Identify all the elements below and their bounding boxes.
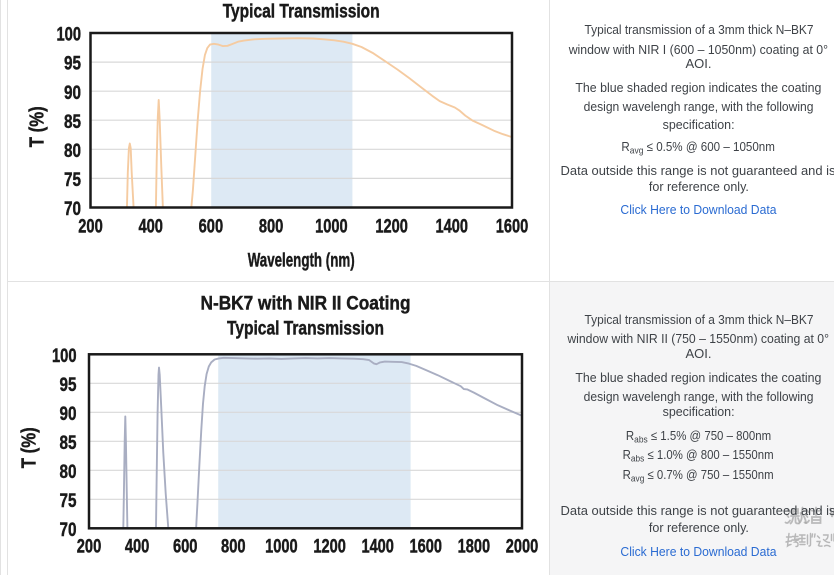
svg-text:95: 95 xyxy=(64,54,81,75)
svg-text:200: 200 xyxy=(77,535,102,557)
svg-text:70: 70 xyxy=(60,520,77,541)
svg-text:400: 400 xyxy=(125,535,150,557)
svg-text:Wavelength (nm): Wavelength (nm) xyxy=(248,250,355,272)
svg-text:90: 90 xyxy=(64,83,81,104)
svg-text:85: 85 xyxy=(64,112,81,133)
svg-text:100: 100 xyxy=(57,25,82,46)
svg-text:85: 85 xyxy=(60,433,77,454)
svg-text:Typical Transmission: Typical Transmission xyxy=(223,1,380,23)
svg-text:70: 70 xyxy=(64,199,81,220)
svg-text:200: 200 xyxy=(78,215,103,237)
svg-text:1000: 1000 xyxy=(315,215,348,237)
svg-text:1200: 1200 xyxy=(375,215,408,237)
svg-text:1200: 1200 xyxy=(313,535,346,557)
svg-text:80: 80 xyxy=(60,462,77,483)
svg-text:75: 75 xyxy=(60,491,77,512)
svg-text:Typical Transmission: Typical Transmission xyxy=(227,317,384,339)
svg-text:T (%): T (%) xyxy=(27,106,49,147)
svg-text:600: 600 xyxy=(199,215,224,237)
svg-text:800: 800 xyxy=(221,535,246,557)
svg-text:95: 95 xyxy=(60,375,77,396)
svg-text:1400: 1400 xyxy=(436,215,469,237)
svg-text:800: 800 xyxy=(259,215,284,237)
svg-text:1400: 1400 xyxy=(361,535,394,557)
svg-text:1600: 1600 xyxy=(410,535,443,557)
svg-text:80: 80 xyxy=(64,141,81,162)
svg-text:90: 90 xyxy=(60,404,77,425)
svg-text:100: 100 xyxy=(52,346,77,367)
svg-text:T (%): T (%) xyxy=(19,427,41,468)
svg-text:75: 75 xyxy=(64,170,81,191)
svg-text:1800: 1800 xyxy=(458,535,491,557)
svg-text:2000: 2000 xyxy=(506,535,539,557)
svg-text:600: 600 xyxy=(173,535,198,557)
svg-text:1000: 1000 xyxy=(265,535,298,557)
svg-text:1600: 1600 xyxy=(496,215,529,237)
svg-text:400: 400 xyxy=(138,215,163,237)
svg-text:N-BK7 with NIR II Coating: N-BK7 with NIR II Coating xyxy=(201,292,411,314)
